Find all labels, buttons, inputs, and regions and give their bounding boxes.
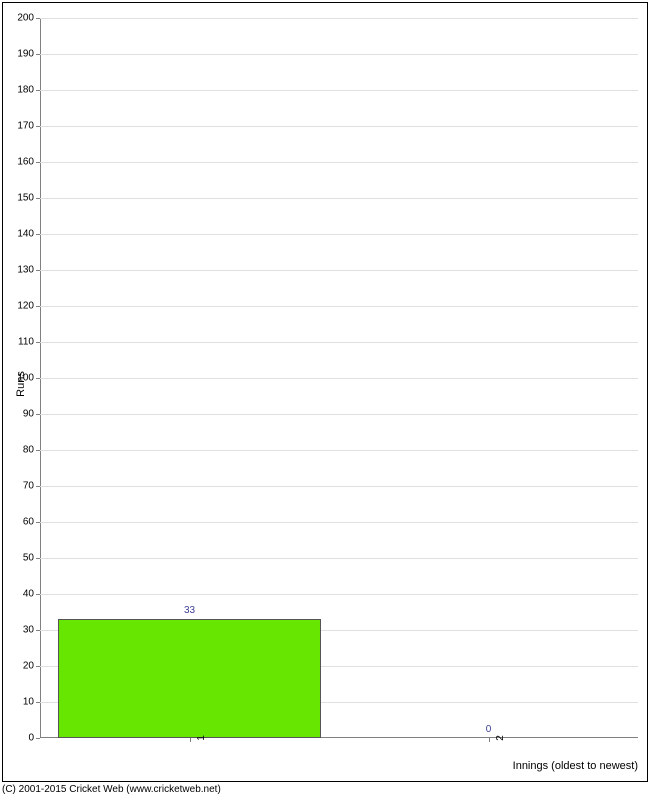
bar-value-label: 33 xyxy=(184,605,195,616)
y-tick-label: 40 xyxy=(23,589,40,600)
y-axis-title: Runs xyxy=(15,371,27,397)
gridline xyxy=(40,486,638,487)
gridline xyxy=(40,306,638,307)
y-tick-label: 180 xyxy=(17,85,40,96)
gridline xyxy=(40,18,638,19)
y-tick-label: 190 xyxy=(17,49,40,60)
gridline xyxy=(40,594,638,595)
y-tick-label: 110 xyxy=(18,337,40,348)
y-tick-label: 170 xyxy=(17,121,40,132)
y-tick-label: 130 xyxy=(17,265,40,276)
gridline xyxy=(40,558,638,559)
gridline xyxy=(40,378,638,379)
gridline xyxy=(40,270,638,271)
gridline xyxy=(40,450,638,451)
y-tick-label: 70 xyxy=(23,481,40,492)
y-tick-label: 50 xyxy=(23,553,40,564)
chart-container: 0102030405060708090100110120130140150160… xyxy=(0,0,650,800)
y-tick-label: 10 xyxy=(23,697,40,708)
y-tick-label: 200 xyxy=(17,13,40,24)
gridline xyxy=(40,126,638,127)
copyright-text: (C) 2001-2015 Cricket Web (www.cricketwe… xyxy=(2,784,221,795)
x-tick-label: 1 xyxy=(190,735,207,741)
y-tick-label: 60 xyxy=(23,517,40,528)
y-tick-label: 80 xyxy=(23,445,40,456)
x-tick-label: 2 xyxy=(489,735,506,741)
y-tick-label: 120 xyxy=(17,301,40,312)
y-tick-label: 160 xyxy=(17,157,40,168)
y-tick-label: 90 xyxy=(23,409,40,420)
bar-value-label: 0 xyxy=(486,724,492,735)
gridline xyxy=(40,162,638,163)
gridline xyxy=(40,414,638,415)
gridline xyxy=(40,234,638,235)
y-tick-label: 20 xyxy=(23,661,40,672)
gridline xyxy=(40,90,638,91)
x-axis-title: Innings (oldest to newest) xyxy=(513,760,638,772)
gridline xyxy=(40,54,638,55)
gridline xyxy=(40,342,638,343)
plot-area: 0102030405060708090100110120130140150160… xyxy=(40,18,638,738)
y-tick-label: 150 xyxy=(17,193,40,204)
y-tick-label: 30 xyxy=(23,625,40,636)
gridline xyxy=(40,522,638,523)
gridline xyxy=(40,198,638,199)
bar xyxy=(58,619,321,738)
y-tick-label: 0 xyxy=(28,733,40,744)
y-tick-label: 140 xyxy=(17,229,40,240)
